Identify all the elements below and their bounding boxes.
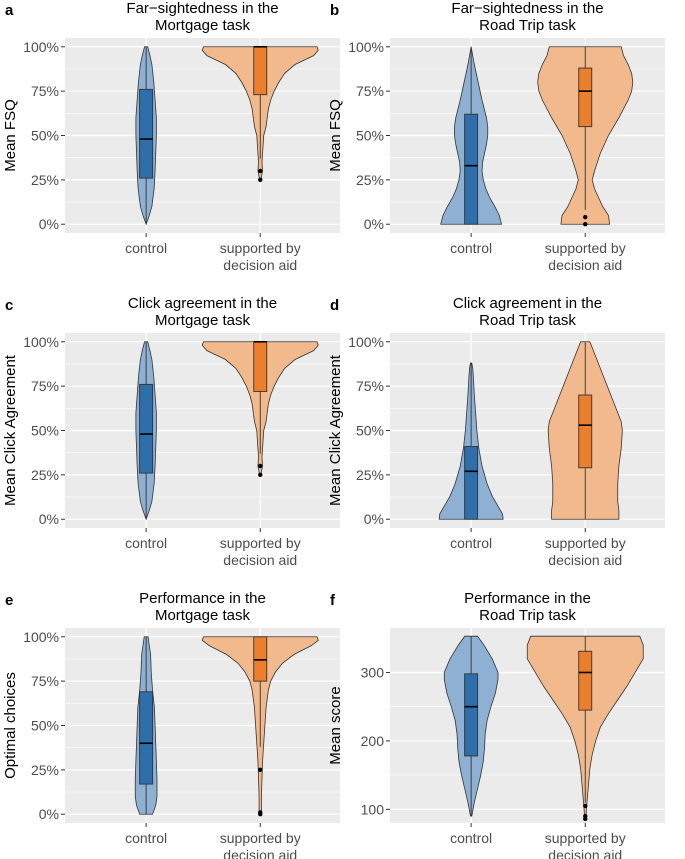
y-axis-label: Mean Click Agreement xyxy=(2,354,19,506)
x-tick-label: supported by xyxy=(220,535,301,551)
box xyxy=(578,67,593,128)
panel-letter: a xyxy=(5,2,14,19)
x-tick-label: decision aid xyxy=(223,257,297,273)
y-tick-label: 0% xyxy=(39,216,59,232)
y-tick-label: 300 xyxy=(361,664,385,680)
panel-title: Mortgage task xyxy=(155,17,251,34)
x-tick-label: supported by xyxy=(220,240,301,256)
box xyxy=(139,383,154,474)
y-tick-label: 50% xyxy=(31,128,59,144)
panel-letter: e xyxy=(5,592,13,609)
box xyxy=(253,46,268,96)
y-tick-label: 50% xyxy=(356,423,384,439)
panel-title: Road Trip task xyxy=(479,17,576,34)
y-tick-label: 0% xyxy=(364,511,384,527)
box xyxy=(578,394,593,469)
outlier-point xyxy=(258,177,263,183)
y-axis-label: Optimal choices xyxy=(2,672,19,779)
panel-title: Road Trip task xyxy=(479,312,576,329)
outlier-point xyxy=(583,222,588,227)
y-tick-label: 100% xyxy=(348,334,384,350)
box xyxy=(253,636,268,682)
panel-title: Mortgage task xyxy=(155,607,251,624)
y-tick-label: 75% xyxy=(356,378,384,394)
box xyxy=(578,650,593,711)
x-tick-label: supported by xyxy=(545,535,626,551)
y-tick-label: 100% xyxy=(23,629,59,645)
outlier-point xyxy=(258,767,263,773)
x-tick-label: control xyxy=(450,535,492,551)
y-tick-label: 75% xyxy=(31,673,59,689)
y-tick-label: 100% xyxy=(23,334,59,350)
panel-title: Performance in the xyxy=(139,590,266,607)
outlier-point xyxy=(258,168,263,174)
y-tick-label: 75% xyxy=(31,378,59,394)
y-tick-label: 25% xyxy=(31,467,59,483)
outlier-point xyxy=(583,803,588,809)
x-tick-label: control xyxy=(125,830,167,846)
x-tick-label: decision aid xyxy=(548,847,622,859)
panel-title: Mortgage task xyxy=(155,312,251,329)
y-axis-label: Mean FSQ xyxy=(2,99,19,172)
box xyxy=(464,113,479,225)
panel-title: Road Trip task xyxy=(479,607,576,624)
box xyxy=(139,88,154,179)
y-tick-label: 0% xyxy=(364,216,384,232)
panel-letter: b xyxy=(330,2,339,19)
outlier-point xyxy=(583,813,588,819)
y-tick-label: 50% xyxy=(31,423,59,439)
x-tick-label: supported by xyxy=(545,830,626,846)
y-tick-label: 50% xyxy=(356,128,384,144)
outlier-point xyxy=(583,214,588,220)
y-axis-label: Mean score xyxy=(327,686,344,764)
box xyxy=(253,341,268,392)
y-axis-label: Mean Click Agreement xyxy=(327,354,344,506)
y-tick-label: 100 xyxy=(361,801,385,817)
y-tick-label: 75% xyxy=(31,83,59,99)
box xyxy=(139,691,154,785)
x-tick-label: decision aid xyxy=(223,552,297,568)
panel-title: Performance in the xyxy=(464,590,591,607)
x-tick-label: decision aid xyxy=(223,847,297,859)
x-tick-label: control xyxy=(450,830,492,846)
y-tick-label: 200 xyxy=(361,733,385,749)
x-tick-label: decision aid xyxy=(548,257,622,273)
y-tick-label: 25% xyxy=(356,172,384,188)
y-axis-label: Mean FSQ xyxy=(327,99,344,172)
x-tick-label: supported by xyxy=(545,240,626,256)
y-tick-label: 75% xyxy=(356,83,384,99)
y-tick-label: 0% xyxy=(39,806,59,822)
y-tick-label: 100% xyxy=(348,39,384,55)
y-tick-label: 25% xyxy=(31,172,59,188)
x-tick-label: control xyxy=(125,240,167,256)
outlier-point xyxy=(258,463,263,469)
y-tick-label: 0% xyxy=(39,511,59,527)
y-tick-label: 25% xyxy=(356,467,384,483)
panel-title: Far−sightedness in the xyxy=(451,0,603,17)
outlier-point xyxy=(258,472,263,478)
y-tick-label: 25% xyxy=(31,762,59,778)
x-tick-label: control xyxy=(450,240,492,256)
panel-letter: f xyxy=(330,592,336,609)
panel-title: Far−sightedness in the xyxy=(126,0,278,17)
box xyxy=(464,446,479,520)
panel-title: Click agreement in the xyxy=(128,295,277,312)
panel-letter: c xyxy=(5,297,13,314)
x-tick-label: control xyxy=(125,535,167,551)
x-tick-label: decision aid xyxy=(548,552,622,568)
outlier-point xyxy=(258,810,263,815)
y-tick-label: 50% xyxy=(31,718,59,734)
panel-letter: d xyxy=(330,297,339,314)
panel-title: Click agreement in the xyxy=(453,295,602,312)
y-tick-label: 100% xyxy=(23,39,59,55)
x-tick-label: supported by xyxy=(220,830,301,846)
box xyxy=(464,673,479,757)
